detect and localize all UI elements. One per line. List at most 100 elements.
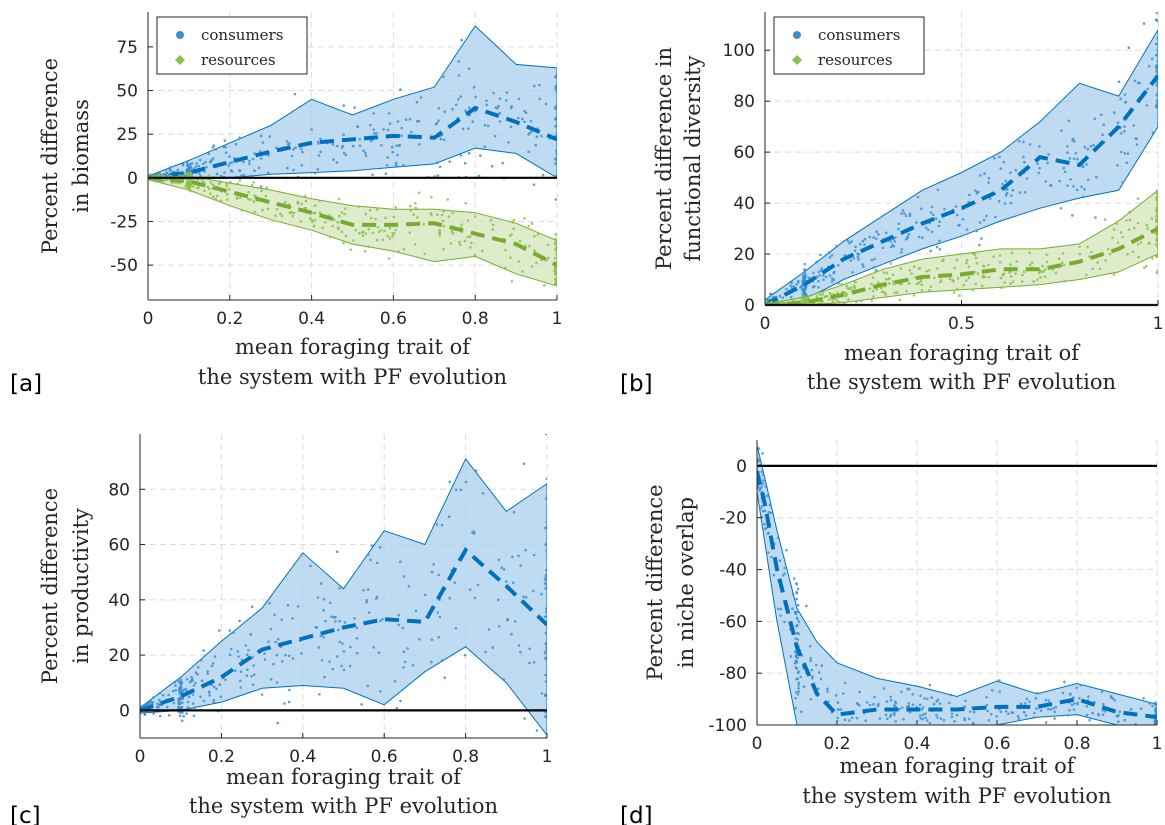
point-consumers (893, 240, 897, 243)
point-resources (470, 241, 473, 245)
point-consumers (555, 89, 557, 93)
point-consumers (437, 636, 441, 639)
point-consumers (440, 659, 444, 662)
point-resources (391, 231, 395, 235)
point-consumers (796, 610, 800, 613)
point-consumers (309, 564, 312, 568)
point-resources (554, 233, 557, 236)
point-resources (363, 250, 367, 253)
point-consumers (287, 654, 291, 658)
point-consumers (409, 130, 413, 134)
point-resources (274, 214, 277, 217)
point-resources (1098, 267, 1102, 271)
point-consumers (1123, 718, 1126, 722)
point-consumers (830, 277, 834, 280)
point-consumers (372, 112, 376, 115)
point-consumers (938, 220, 941, 223)
point-consumers (455, 103, 458, 107)
point-consumers (353, 617, 356, 620)
point-resources (1000, 286, 1003, 290)
point-consumers (789, 295, 793, 299)
point-resources (835, 299, 838, 302)
point-consumers (906, 235, 909, 238)
point-consumers (291, 657, 295, 660)
point-consumers (435, 122, 439, 125)
point-consumers (353, 106, 356, 109)
point-consumers (881, 728, 884, 731)
point-consumers (382, 128, 385, 131)
point-resources (956, 277, 960, 280)
point-consumers (181, 163, 185, 167)
point-consumers (832, 271, 836, 275)
point-consumers (927, 228, 930, 232)
point-resources (1061, 261, 1064, 265)
point-consumers (380, 144, 383, 147)
point-consumers (517, 97, 521, 101)
point-resources (1156, 236, 1158, 240)
point-consumers (828, 256, 832, 259)
point-consumers (875, 230, 878, 233)
panel-b: 0 0.5 1 0 20 40 60 80 100 mean foraging trait of t… (620, 12, 1163, 397)
y-tick-label: -40 (719, 561, 747, 581)
point-resources (240, 208, 244, 212)
point-consumers (212, 700, 216, 704)
point-resources (340, 211, 344, 214)
point-consumers (545, 607, 547, 610)
point-consumers (1154, 42, 1158, 46)
point-consumers (206, 672, 209, 675)
point-resources (229, 180, 232, 184)
point-consumers (1155, 70, 1158, 73)
point-consumers (523, 109, 526, 113)
point-consumers (554, 198, 557, 201)
point-consumers (817, 671, 821, 674)
point-consumers (997, 199, 1001, 203)
point-consumers (907, 232, 911, 236)
point-consumers (932, 702, 936, 706)
point-consumers (442, 138, 446, 142)
point-consumers (477, 174, 481, 178)
point-consumers (544, 573, 547, 577)
point-consumers (1062, 166, 1065, 170)
point-consumers (868, 235, 872, 239)
point-resources (1088, 255, 1091, 258)
point-consumers (796, 638, 800, 641)
point-consumers (1017, 140, 1021, 143)
point-resources (226, 193, 229, 196)
point-consumers (1155, 707, 1157, 710)
point-consumers (889, 240, 893, 243)
point-resources (367, 227, 371, 231)
point-consumers (990, 712, 993, 716)
point-consumers (778, 294, 782, 298)
point-consumers (435, 161, 439, 164)
point-resources (845, 284, 848, 288)
point-consumers (167, 714, 171, 717)
point-resources (441, 219, 445, 223)
point-resources (1156, 192, 1158, 196)
point-resources (1103, 218, 1107, 221)
point-consumers (554, 75, 557, 79)
point-consumers (954, 205, 958, 208)
point-consumers (898, 707, 901, 711)
x-tick-label: 0.2 (823, 734, 850, 754)
point-consumers (1076, 702, 1079, 706)
point-consumers (1005, 191, 1009, 195)
y-tick-label: -25 (110, 212, 138, 232)
point-consumers (247, 649, 250, 652)
point-consumers (390, 145, 394, 149)
point-resources (207, 187, 211, 191)
point-consumers (1047, 707, 1050, 711)
point-consumers (765, 309, 768, 312)
point-consumers (1052, 707, 1055, 710)
point-resources (823, 295, 827, 299)
point-consumers (381, 618, 384, 621)
point-resources (1136, 243, 1140, 246)
point-consumers (210, 158, 213, 162)
point-consumers (476, 583, 480, 587)
point-consumers (222, 145, 225, 149)
point-consumers (807, 276, 810, 280)
point-consumers (437, 573, 441, 577)
point-resources (474, 215, 477, 218)
point-consumers (439, 137, 443, 141)
point-consumers (1120, 735, 1123, 738)
point-resources (844, 291, 847, 295)
